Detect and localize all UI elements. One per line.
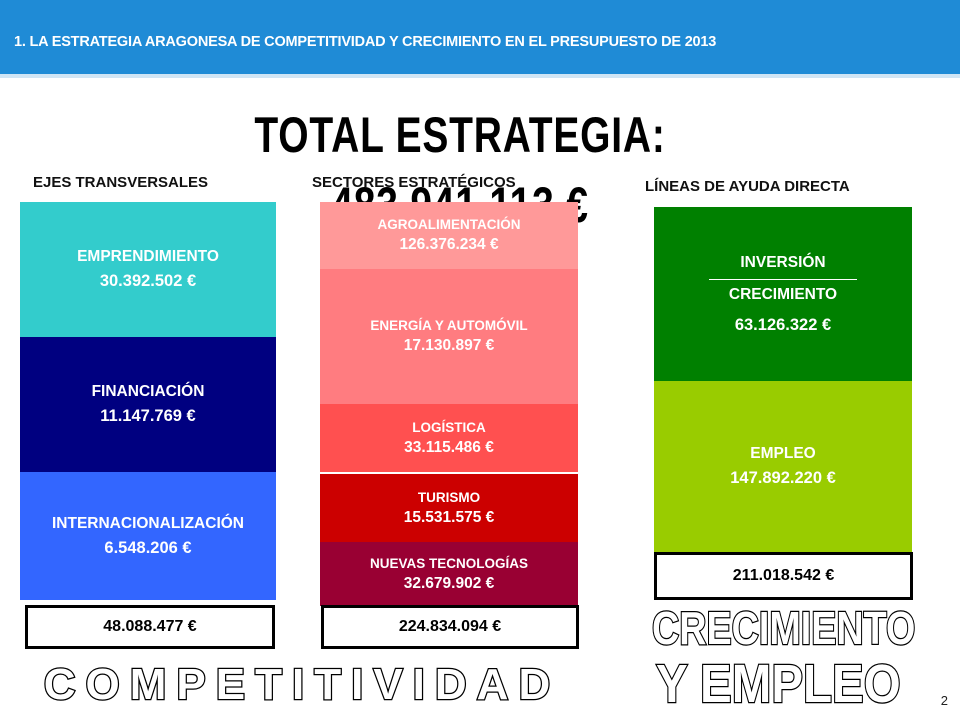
y-empleo-text: Y EMPLEO [655, 653, 902, 716]
energia-automovil-label: ENERGÍA Y AUTOMÓVIL [370, 318, 528, 333]
emprendimiento-label: EMPRENDIMIENTO [77, 248, 219, 265]
ejes-heading: EJES TRANSVERSALES [33, 174, 209, 191]
empleo-label: EMPLEO [750, 445, 816, 462]
internacionalizacion-amount: 6.548.206 € [104, 538, 192, 557]
header-title: 1. LA ESTRATEGIA ARAGONESA DE COMPETITIV… [14, 34, 717, 50]
financiacion-amount: 11.147.769 € [100, 407, 196, 425]
inversion-block: INVERSIÓN CRECIMIENTO 63.126.322 € [654, 207, 912, 381]
inversion-amount: 63.126.322 € [734, 315, 832, 334]
logistica-block: LOGÍSTICA 33.115.486 € [320, 404, 578, 472]
page-number: 2 [940, 693, 948, 708]
financiacion-label: FINANCIACIÓN [91, 383, 205, 400]
lineas-heading: LÍNEAS DE AYUDA DIRECTA [645, 178, 850, 195]
energia-automovil-block: ENERGÍA Y AUTOMÓVIL 17.130.897 € [320, 269, 578, 404]
internacionalizacion-block: INTERNACIONALIZACIÓN 6.548.206 € [20, 472, 276, 600]
agroalimentacion-label: AGROALIMENTACIÓN [377, 217, 521, 232]
financiacion-block: FINANCIACIÓN 11.147.769 € [20, 337, 276, 472]
sectores-heading: SECTORES ESTRATÉGICOS [312, 174, 516, 191]
inversion-label: INVERSIÓN [740, 253, 826, 271]
energia-automovil-amount: 17.130.897 € [403, 337, 495, 354]
header-bar: 1. LA ESTRATEGIA ARAGONESA DE COMPETITIV… [0, 0, 960, 78]
logistica-amount: 33.115.486 € [404, 438, 494, 456]
turismo-amount: 15.531.575 € [403, 508, 495, 526]
turismo-label: TURISMO [417, 489, 481, 505]
nuevas-tecnologias-block: NUEVAS TECNOLOGÍAS 32.679.902 € [320, 542, 578, 606]
agroalimentacion-block: AGROALIMENTACIÓN 126.376.234 € [320, 202, 578, 269]
emprendimiento-block: EMPRENDIMIENTO 30.392.502 € [20, 202, 276, 337]
lineas-total-box: 211.018.542 € [654, 552, 913, 600]
logistica-label: LOGÍSTICA [412, 419, 486, 435]
empleo-block: EMPLEO 147.892.220 € [654, 381, 912, 552]
crecimiento-text: CRECIMIENTO [651, 601, 916, 656]
inversion-divider [709, 278, 857, 280]
empleo-amount: 147.892.220 € [730, 469, 836, 487]
nuevas-tecnologias-label: NUEVAS TECNOLOGÍAS [369, 555, 528, 571]
crecimiento-label: CRECIMIENTO [728, 285, 838, 303]
turismo-block: TURISMO 15.531.575 € [320, 474, 578, 542]
nuevas-tecnologias-amount: 32.679.902 € [403, 574, 495, 592]
agroalimentacion-amount: 126.376.234 € [399, 236, 499, 253]
ejes-total-box: 48.088.477 € [25, 605, 275, 649]
competitividad-text: COMPETITIVIDAD [43, 659, 561, 711]
sectores-total-box: 224.834.094 € [321, 605, 579, 649]
internacionalizacion-label: INTERNACIONALIZACIÓN [51, 514, 245, 532]
total-strategy-title: TOTAL ESTRATEGIA: 483.941.113 € [254, 107, 666, 233]
emprendimiento-amount: 30.392.502 € [99, 272, 197, 290]
